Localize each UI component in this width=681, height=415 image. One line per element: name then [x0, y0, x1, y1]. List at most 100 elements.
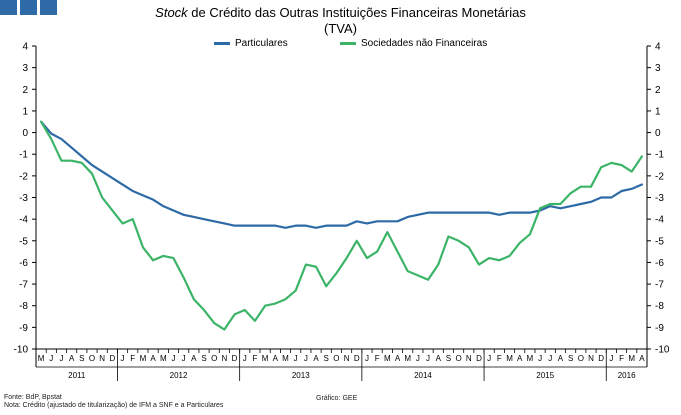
y-tick-label-right: 4 — [655, 42, 661, 53]
y-tick-label: -9 — [19, 323, 28, 334]
y-tick-label: -8 — [19, 301, 28, 312]
x-tick-label: A — [395, 354, 401, 363]
year-label: 2015 — [536, 371, 554, 380]
source-note: Fonte: BdP, Bpstat — [4, 394, 62, 401]
x-tick-label: J — [426, 354, 430, 363]
logo-square — [0, 0, 17, 15]
y-tick-label-right: -2 — [655, 171, 664, 182]
year-label: 2011 — [68, 371, 86, 380]
x-tick-label: N — [344, 354, 350, 363]
y-tick-label-right: -10 — [655, 345, 670, 356]
chart-credit: Gráfico: GEE — [316, 395, 358, 402]
y-tick-label-right: -8 — [655, 301, 664, 312]
x-tick-label: O — [333, 354, 339, 363]
x-tick-label: D — [476, 354, 482, 363]
footnote: Fonte: BdP, Bpstat Nota: Crédito (ajusta… — [4, 394, 223, 410]
x-tick-label: S — [324, 354, 329, 363]
y-tick-label: -5 — [19, 236, 28, 247]
x-tick-label: M — [282, 354, 289, 363]
y-tick-label-right: -7 — [655, 280, 664, 291]
x-tick-label: A — [191, 354, 197, 363]
x-tick-label: N — [588, 354, 594, 363]
y-tick-label: -10 — [14, 345, 29, 356]
y-tick-label-right: -6 — [655, 258, 664, 269]
y-tick-label-right: 1 — [655, 106, 661, 117]
x-tick-label: M — [404, 354, 411, 363]
y-tick-label: -4 — [19, 215, 28, 226]
x-tick-label: D — [232, 354, 238, 363]
x-tick-label: M — [628, 354, 635, 363]
x-tick-label: S — [568, 354, 573, 363]
x-tick-label: M — [140, 354, 147, 363]
y-tick-label-right: -5 — [655, 236, 664, 247]
logo-square — [20, 0, 37, 15]
x-tick-label: F — [130, 354, 135, 363]
x-tick-label: O — [455, 354, 461, 363]
y-tick-label-right: 3 — [655, 63, 661, 74]
x-tick-label: D — [598, 354, 604, 363]
series-line-snf — [39, 120, 644, 331]
x-tick-label: F — [619, 354, 624, 363]
year-label: 2013 — [292, 371, 310, 380]
x-tick-label: M — [38, 354, 45, 363]
x-tick-label: S — [79, 354, 84, 363]
x-tick-label: A — [313, 354, 319, 363]
year-label: 2014 — [414, 371, 432, 380]
y-tick-label-right: -3 — [655, 193, 664, 204]
x-tick-label: A — [639, 354, 645, 363]
year-label: 2016 — [618, 371, 636, 380]
y-tick-label: -3 — [19, 193, 28, 204]
x-tick-label: A — [436, 354, 442, 363]
x-tick-label: S — [201, 354, 206, 363]
x-tick-label: O — [578, 354, 584, 363]
y-tick-label-right: 2 — [655, 85, 661, 96]
legend-swatch-snf — [340, 42, 356, 45]
y-tick-label: 1 — [22, 106, 28, 117]
x-tick-label: F — [375, 354, 380, 363]
y-tick-label: -7 — [19, 280, 28, 291]
x-tick-label: M — [527, 354, 534, 363]
x-tick-label: J — [243, 354, 247, 363]
x-tick-label: M — [262, 354, 269, 363]
x-tick-label: O — [211, 354, 217, 363]
x-tick-label: A — [517, 354, 523, 363]
series-line-particulares — [39, 120, 644, 229]
x-tick-label: A — [558, 354, 564, 363]
x-tick-label: F — [497, 354, 502, 363]
y-tick-label-right: -1 — [655, 150, 664, 161]
y-tick-label: -1 — [19, 150, 28, 161]
y-tick-label: -6 — [19, 258, 28, 269]
y-tick-label-right: 0 — [655, 128, 661, 139]
x-tick-label: J — [171, 354, 175, 363]
x-tick-label: J — [304, 354, 308, 363]
legend-item-snf: Sociedades não Financeiras — [340, 38, 487, 49]
x-tick-label: J — [416, 354, 420, 363]
logo-square — [40, 0, 57, 15]
y-tick-label-right: -9 — [655, 323, 664, 334]
x-tick-label: S — [446, 354, 451, 363]
x-tick-label: D — [354, 354, 360, 363]
x-tick-label: J — [487, 354, 491, 363]
chart-subtitle: (TVA) — [324, 21, 357, 36]
x-tick-label: D — [109, 354, 115, 363]
x-tick-label: M — [506, 354, 513, 363]
x-tick-label: J — [182, 354, 186, 363]
chart-title: Stock de Crédito das Outras Instituições… — [0, 5, 681, 37]
x-tick-label: J — [365, 354, 369, 363]
x-tick-label: N — [99, 354, 105, 363]
x-tick-label: J — [548, 354, 552, 363]
methodology-note: Nota: Crédito (ajustado de titularização… — [4, 402, 224, 409]
x-tick-label: N — [222, 354, 228, 363]
y-tick-label: 4 — [22, 42, 28, 53]
x-tick-label: J — [49, 354, 53, 363]
legend-label-snf: Sociedades não Financeiras — [361, 38, 488, 49]
legend-label-particulares: Particulares — [235, 38, 288, 49]
chart-legend: Particulares Sociedades não Financeiras — [0, 38, 681, 52]
title-italic: Stock — [155, 5, 188, 20]
year-label: 2012 — [170, 371, 188, 380]
x-tick-label: N — [466, 354, 472, 363]
title-rest: de Crédito das Outras Instituições Finan… — [187, 5, 526, 20]
x-tick-label: A — [273, 354, 279, 363]
legend-item-particulares: Particulares — [214, 38, 288, 49]
